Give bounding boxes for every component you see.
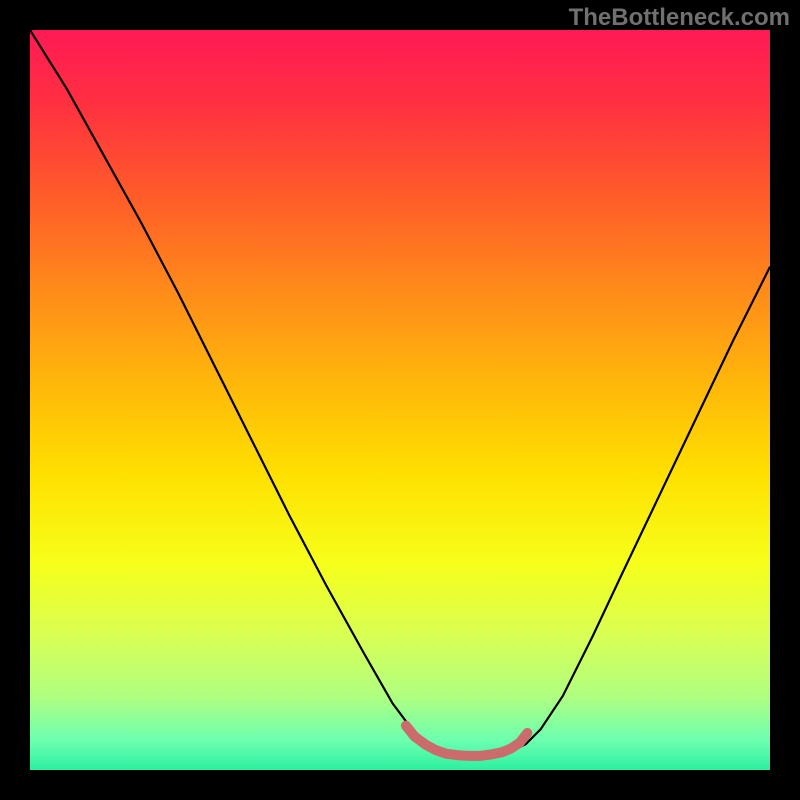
watermark-text: TheBottleneck.com [569,4,790,32]
bottleneck-curve-chart [0,0,800,800]
chart-container: TheBottleneck.com [0,0,800,800]
plot-background [30,30,770,770]
